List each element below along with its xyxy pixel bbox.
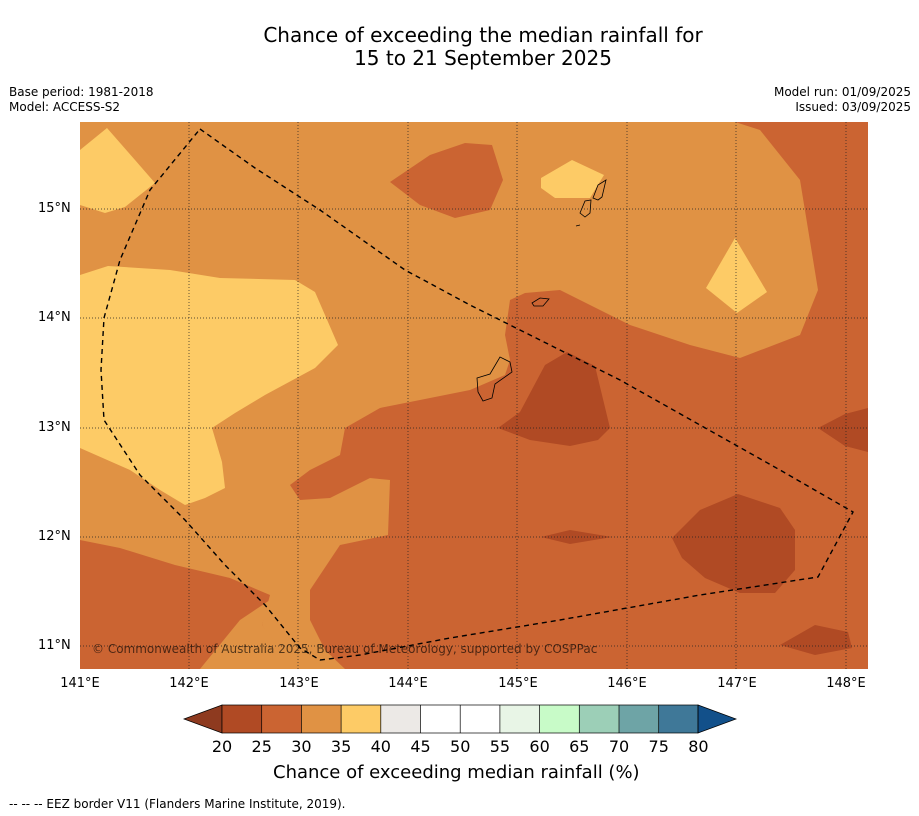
region-30-35-main — [80, 122, 818, 669]
lon-label-143: 143°E — [279, 676, 319, 691]
colorbar-bin-30-35 — [301, 705, 342, 733]
colorbar-tick-50: 50 — [450, 737, 471, 756]
region-35-40-north-islands — [541, 160, 604, 198]
lon-label-147: 147°E — [717, 676, 757, 691]
colorbar-tick-80: 80 — [688, 737, 709, 756]
colorbar-tick-20: 20 — [211, 737, 233, 756]
lon-label-148: 148°E — [826, 676, 866, 691]
island-aguijan — [575, 224, 581, 227]
issued-label: Issued: 03/09/2025 — [795, 100, 911, 114]
island-saipan — [592, 179, 607, 201]
region-20-25-streak — [541, 530, 612, 544]
lon-label-146: 146°E — [607, 676, 647, 691]
region-35-40-west — [80, 266, 338, 505]
base-period-label: Base period: 1981-2018 — [9, 85, 154, 99]
colorbar-bin-50-55 — [460, 705, 500, 733]
colorbar-bin-60-65 — [539, 705, 580, 733]
island-tinian — [579, 199, 592, 218]
lat-label-11: 11°N — [38, 638, 71, 653]
colorbar-extend-low — [182, 704, 223, 734]
lon-label-142: 142°E — [169, 676, 209, 691]
colorbar-tick-55: 55 — [489, 737, 511, 756]
map-title-line-2: 15 to 21 September 2025 — [354, 46, 612, 70]
map-plot-area — [80, 122, 868, 669]
lat-label-12: 12°N — [38, 529, 71, 544]
eez-border — [100, 128, 854, 661]
model-label: Model: ACCESS-S2 — [9, 100, 121, 114]
colorbar-tick-75: 75 — [648, 737, 669, 756]
header-left: Base period: 1981-2018 Model: ACCESS-S2 — [9, 85, 154, 115]
colorbar-bin-75-80 — [658, 705, 699, 733]
region-35-40-northwest — [80, 128, 155, 213]
colorbar-extend-high — [697, 704, 738, 734]
lat-label-14: 14°N — [38, 310, 71, 325]
eez-footnote: -- -- -- EEZ border V11 (Flanders Marine… — [9, 797, 346, 811]
colorbar-bin-65-70 — [579, 705, 619, 733]
colorbar-tick-35: 35 — [330, 737, 352, 756]
lon-label-144: 144°E — [388, 676, 428, 691]
island-rota — [531, 297, 550, 307]
colorbar-tick-60: 60 — [529, 737, 550, 756]
colorbar-tick-65: 65 — [569, 737, 590, 756]
colorbar-bin-20-25 — [222, 705, 262, 733]
colorbar-tick-45: 45 — [410, 737, 431, 756]
model-run-label: Model run: 01/09/2025 — [773, 85, 911, 99]
colorbar-bin-70-75 — [619, 705, 659, 733]
colorbar-tick-30: 30 — [291, 737, 312, 756]
colorbar-bin-40-45 — [380, 705, 421, 733]
region-20-25-southeast — [672, 494, 795, 593]
lat-label-13: 13°N — [38, 420, 71, 435]
header-right: Model run: 01/09/2025 Issued: 03/09/2025 — [774, 85, 911, 115]
grid-lines — [80, 122, 868, 669]
colorbar-bin-35-40 — [341, 705, 381, 733]
lon-label-145: 145°E — [498, 676, 538, 691]
colorbar-tick-25: 25 — [251, 737, 272, 756]
colorbar-bin-25-30 — [261, 705, 302, 733]
colorbar-tick-70: 70 — [608, 737, 630, 756]
region-20-25-east-edge — [818, 408, 868, 452]
colorbar-bin-55-60 — [499, 705, 540, 733]
lon-label-141: 141°E — [60, 676, 100, 691]
colorbar-title: Chance of exceeding median rainfall (%) — [273, 762, 640, 783]
region-20-25-central — [498, 352, 610, 446]
island-guam — [476, 356, 513, 402]
region-35-40-east — [706, 238, 767, 313]
copyright-notice: © Commonwealth of Australia 2025, Bureau… — [92, 642, 598, 656]
colorbar-bin-45-50 — [420, 705, 461, 733]
colorbar-tick-40: 40 — [370, 737, 391, 756]
colorbar — [182, 704, 738, 734]
region-20-25-south-east-corner — [780, 625, 852, 655]
lat-label-15: 15°N — [38, 201, 71, 216]
map-title-line-1: Chance of exceeding the median rainfall … — [263, 23, 703, 47]
region-30-35-south — [200, 600, 300, 669]
region-25-30-north — [390, 143, 503, 218]
